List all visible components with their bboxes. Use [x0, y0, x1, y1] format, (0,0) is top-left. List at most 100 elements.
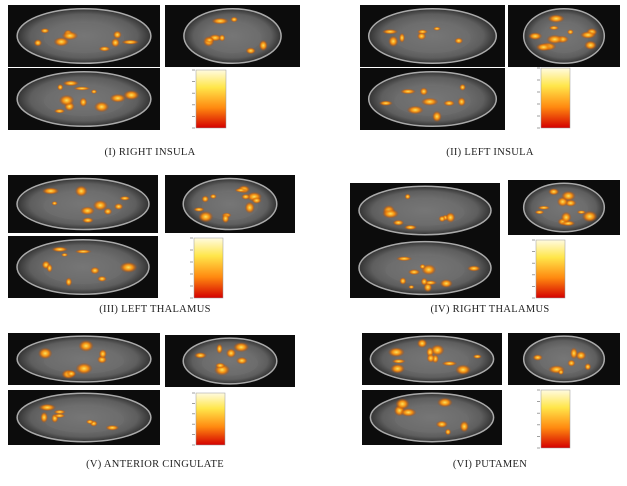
page-body: (I) RIGHT INSULA (II) LEFT INSULA (III) LE… — [0, 0, 627, 481]
activation-blob — [408, 269, 420, 275]
activation-blob — [536, 43, 551, 51]
activation-blob — [52, 247, 68, 252]
activation-blob — [549, 26, 559, 31]
activation-blob — [388, 347, 405, 357]
activation-blob — [395, 398, 409, 409]
activation-blob — [405, 194, 411, 200]
activation-blob — [75, 185, 88, 196]
activation-blob — [408, 285, 414, 289]
color-bar — [196, 70, 226, 128]
activation-blob — [460, 421, 469, 432]
activation-blob — [437, 398, 453, 408]
activation-blob — [230, 17, 238, 23]
activation-blob — [420, 87, 428, 95]
panel-caption: (II) LEFT INSULA — [446, 147, 534, 158]
activation-blob — [584, 363, 591, 370]
activation-blob — [86, 419, 94, 424]
activation-blob — [119, 262, 137, 273]
activation-blob — [193, 207, 204, 212]
activation-blob — [442, 361, 458, 366]
activation-blob — [222, 214, 230, 224]
activation-blob — [399, 33, 405, 43]
activation-blob — [392, 359, 406, 364]
activation-blob — [584, 41, 597, 50]
brain-inner — [44, 23, 124, 53]
activation-blob — [393, 220, 405, 226]
activation-blob — [38, 348, 52, 360]
activation-blob — [241, 194, 250, 200]
activation-blob — [417, 29, 428, 34]
activation-blob — [236, 357, 248, 365]
activation-blob — [54, 413, 66, 418]
color-bar — [541, 390, 570, 448]
activation-blob — [407, 106, 424, 115]
color-bar — [536, 240, 565, 298]
activation-blob — [390, 364, 405, 374]
activation-blob — [399, 277, 406, 285]
activation-blob — [216, 344, 223, 354]
activation-blob — [382, 209, 399, 218]
color-bar — [196, 393, 225, 445]
activation-blob — [436, 421, 448, 428]
activation-blob — [94, 101, 109, 112]
activation-blob — [97, 276, 107, 282]
panel-caption: (V) ANTERIOR CINGULATE — [86, 459, 224, 470]
activation-blob — [419, 264, 425, 269]
panel: (IV) RIGHT THALAMUS — [350, 180, 620, 315]
activation-blob — [438, 215, 445, 222]
activation-blob — [570, 347, 578, 359]
activation-blob — [39, 404, 56, 411]
activation-blob — [91, 89, 97, 94]
activation-blob — [65, 277, 72, 286]
activation-blob — [533, 354, 543, 360]
activation-blob — [382, 29, 398, 34]
activation-blob — [51, 201, 57, 205]
activation-blob — [57, 84, 63, 91]
activation-blob — [417, 339, 427, 348]
panel-caption: (IV) RIGHT THALAMUS — [430, 304, 549, 315]
activation-blob — [446, 212, 456, 223]
activation-blob — [205, 37, 214, 43]
activation-blob — [535, 210, 545, 214]
activation-blob — [78, 340, 93, 352]
activation-blob — [455, 365, 471, 375]
panel-caption: (III) LEFT THALAMUS — [99, 304, 210, 315]
activation-blob — [73, 86, 90, 90]
activation-blob — [54, 109, 65, 114]
activation-blob — [82, 217, 94, 223]
activation-blob — [111, 38, 120, 47]
activation-blob — [548, 14, 565, 22]
activation-blob — [76, 363, 93, 375]
activation-blob — [252, 197, 262, 204]
activation-blob — [538, 206, 551, 210]
activation-blob — [561, 191, 575, 201]
activation-blob — [404, 225, 417, 230]
activation-blob — [61, 253, 68, 257]
activation-blob — [580, 31, 596, 39]
activation-blob — [245, 202, 255, 214]
panel: (III) LEFT THALAMUS — [8, 175, 295, 315]
activation-blob — [567, 360, 575, 367]
color-bar — [194, 238, 223, 298]
activation-blob — [433, 27, 441, 31]
panel: (I) RIGHT INSULA — [8, 5, 300, 158]
activation-blob — [80, 206, 95, 215]
activation-blob — [59, 95, 75, 106]
activation-blob — [110, 94, 126, 103]
activation-blob — [210, 194, 217, 199]
page: {"panels": [ {"caption": "(I) RIGHT INSU… — [0, 0, 627, 481]
activation-blob — [40, 28, 49, 33]
activation-blob — [400, 408, 416, 417]
activation-blob — [99, 349, 107, 358]
activation-blob — [194, 352, 207, 358]
panel: (VI) PUTAMEN — [362, 333, 620, 470]
activation-blob — [443, 100, 455, 106]
activation-blob — [440, 279, 453, 288]
activation-blob — [467, 265, 480, 271]
activation-blob — [548, 188, 559, 195]
activation-blob — [400, 89, 416, 94]
activation-blob — [561, 212, 572, 223]
activation-blob — [445, 429, 451, 436]
activation-blob — [66, 370, 76, 377]
activation-blob — [558, 369, 564, 375]
